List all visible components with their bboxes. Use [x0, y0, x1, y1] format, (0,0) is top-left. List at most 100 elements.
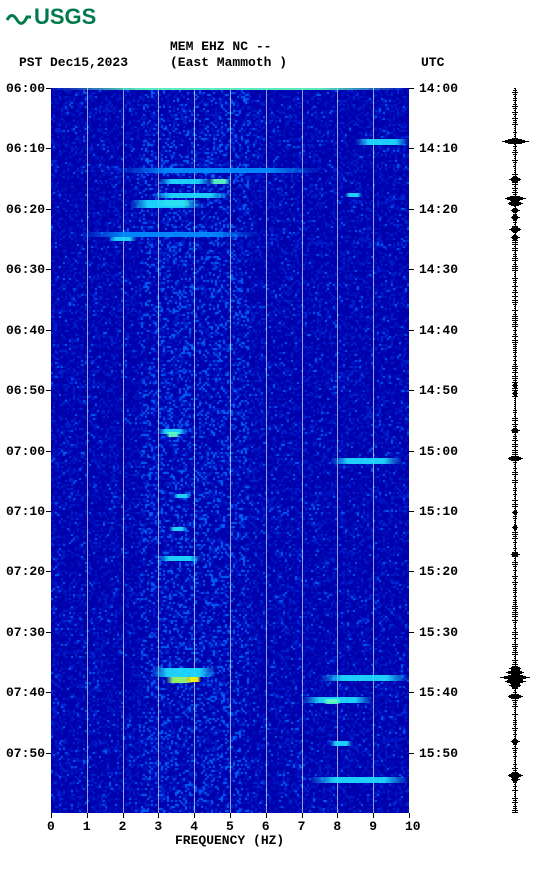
waveform-noise [512, 340, 517, 341]
waveform-noise [514, 784, 516, 785]
waveform-noise [514, 134, 517, 135]
spectrogram-plot [51, 88, 409, 813]
utc-tick-label: 15:30 [419, 625, 458, 640]
waveform-noise [512, 452, 518, 453]
grid-line [373, 88, 374, 813]
waveform-noise [513, 800, 517, 801]
waveform-noise [512, 336, 518, 337]
spectral-feature [330, 458, 402, 464]
waveform-noise [514, 272, 516, 273]
waveform-noise [513, 120, 517, 121]
waveform-noise [513, 628, 517, 629]
waveform-noise [514, 400, 517, 401]
waveform-noise [514, 404, 516, 405]
x-tick-label: 7 [298, 819, 306, 834]
waveform-noise [514, 328, 515, 329]
pst-label: PST [19, 55, 42, 70]
waveform-noise [514, 306, 516, 307]
waveform-noise [513, 782, 516, 783]
waveform-noise [514, 358, 516, 359]
tick-mark [46, 511, 51, 512]
waveform-noise [513, 584, 517, 585]
waveform-noise [513, 462, 517, 463]
waveform-noise [514, 586, 516, 587]
tick-mark [158, 813, 159, 818]
waveform-noise [514, 288, 515, 289]
waveform-noise [512, 582, 519, 583]
waveform-noise [514, 164, 516, 165]
waveform-noise [512, 440, 518, 441]
waveform-noise [514, 136, 516, 137]
waveform-noise [512, 152, 518, 153]
tick-mark [302, 813, 303, 818]
waveform-noise [514, 572, 517, 573]
spectral-feature [173, 494, 191, 498]
waveform-noise [513, 132, 516, 133]
waveform-noise [513, 752, 517, 753]
x-tick-label: 3 [154, 819, 162, 834]
waveform-spike [513, 432, 518, 433]
waveform-spike [512, 687, 518, 688]
waveform-noise [512, 124, 518, 125]
tick-mark [409, 269, 414, 270]
waveform-noise [514, 464, 515, 465]
waveform-noise [513, 380, 516, 381]
waveform-noise [513, 334, 516, 335]
waveform-noise [512, 660, 518, 661]
tick-mark [337, 813, 338, 818]
spectral-feature [151, 193, 230, 198]
grid-line [337, 88, 338, 813]
pst-tick-label: 07:50 [6, 746, 45, 761]
pst-tick-label: 07:40 [6, 685, 45, 700]
tick-mark [46, 88, 51, 89]
waveform-noise [512, 632, 517, 633]
waveform-noise [513, 536, 518, 537]
tick-mark [266, 813, 267, 818]
utc-tick-label: 15:10 [419, 504, 458, 519]
waveform-spike [514, 395, 517, 396]
waveform-noise [514, 402, 517, 403]
tick-mark [194, 813, 195, 818]
waveform-noise [513, 602, 517, 603]
waveform-noise [512, 798, 518, 799]
waveform-noise [514, 492, 516, 493]
waveform-noise [513, 730, 518, 731]
waveform-noise [514, 598, 516, 599]
waveform-noise [512, 316, 519, 317]
waveform-noise [514, 560, 515, 561]
waveform-noise [512, 812, 518, 813]
tick-mark [409, 511, 414, 512]
waveform-noise [512, 268, 517, 269]
waveform-noise [512, 418, 518, 419]
usgs-text: USGS [34, 4, 96, 30]
usgs-wave-icon [6, 8, 32, 26]
waveform-noise [513, 162, 517, 163]
tick-mark [409, 753, 414, 754]
waveform-noise [512, 714, 519, 715]
waveform-spike [513, 743, 518, 744]
waveform-noise [513, 438, 517, 439]
waveform-noise [513, 370, 518, 371]
waveform-noise [514, 442, 515, 443]
waveform-noise [514, 754, 516, 755]
waveform-noise [512, 700, 517, 701]
waveform-noise [514, 732, 516, 733]
waveform-noise [513, 596, 518, 597]
waveform-noise [514, 168, 516, 169]
waveform-noise [513, 494, 516, 495]
waveform-noise [513, 304, 517, 305]
waveform-spike [513, 212, 518, 213]
tick-mark [409, 88, 414, 89]
waveform-spike [508, 143, 522, 144]
waveform-noise [514, 130, 516, 131]
waveform-noise [512, 112, 519, 113]
waveform-noise [512, 474, 519, 475]
waveform-noise [514, 398, 516, 399]
waveform-noise [512, 634, 518, 635]
waveform-noise [514, 624, 516, 625]
waveform-noise [514, 558, 517, 559]
spectral-feature [323, 699, 341, 703]
waveform-spike [514, 529, 517, 530]
waveform-noise [512, 286, 518, 287]
waveform-noise [514, 274, 517, 275]
